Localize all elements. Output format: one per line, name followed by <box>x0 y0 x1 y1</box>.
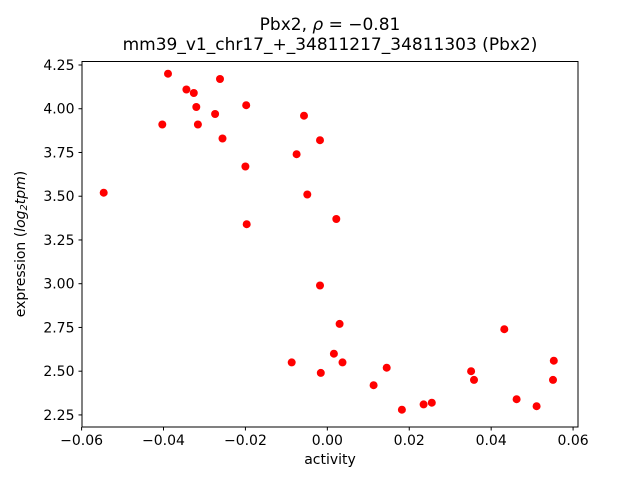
chart-title: Pbx2, ρ = −0.81 <box>260 15 401 35</box>
data-point <box>397 405 406 414</box>
data-point <box>218 134 227 143</box>
x-tick-label: 0.04 <box>476 433 507 449</box>
data-point <box>164 69 172 78</box>
data-point <box>427 398 436 407</box>
data-point <box>335 319 344 328</box>
data-point <box>512 395 521 404</box>
data-point <box>329 349 338 358</box>
data-point <box>467 367 476 376</box>
data-point <box>532 402 541 411</box>
data-point <box>332 215 341 223</box>
data-point <box>287 358 296 367</box>
data-point <box>419 400 428 409</box>
y-axis: 2.25 2.50 2.75 3.00 3.25 3.50 3.75 4.00 4.25 <box>43 58 82 424</box>
scatter-points <box>99 69 558 414</box>
y-tick-label: 4.25 <box>43 58 74 74</box>
data-point <box>193 120 202 129</box>
data-point <box>338 358 347 367</box>
x-tick-label: 0.00 <box>312 433 343 449</box>
x-axis: −0.06 −0.04 −0.02 0.00 0.02 0.04 0.06 <box>60 427 589 449</box>
data-point <box>241 162 250 171</box>
data-point <box>500 325 509 334</box>
x-tick-label: 0.02 <box>394 433 425 449</box>
data-point <box>242 220 251 229</box>
data-point <box>99 188 108 197</box>
data-point <box>316 136 324 145</box>
x-tick-label: −0.02 <box>224 433 267 449</box>
chart-subtitle: mm39_v1_chr17_+_34811217_34811303 (Pbx2) <box>123 35 538 55</box>
data-point <box>316 281 324 290</box>
data-point <box>216 75 224 83</box>
data-point <box>189 89 198 97</box>
data-point <box>300 111 308 120</box>
data-point <box>303 190 312 199</box>
y-tick-label: 2.50 <box>43 364 74 380</box>
y-tick-label: 2.25 <box>43 408 74 424</box>
data-point <box>470 375 478 384</box>
data-point <box>549 356 558 365</box>
data-point <box>242 101 251 110</box>
x-tick-label: −0.04 <box>142 433 185 449</box>
data-point <box>382 363 391 372</box>
x-tick-label: −0.06 <box>60 433 103 449</box>
y-tick-label: 3.75 <box>43 145 74 161</box>
data-point <box>316 368 325 377</box>
plot-area-border <box>81 61 579 428</box>
x-tick-label: 0.06 <box>557 433 588 449</box>
data-point <box>211 110 220 118</box>
data-point <box>158 120 167 129</box>
y-tick-label: 4.00 <box>43 102 74 118</box>
data-point <box>292 150 301 159</box>
y-tick-label: 3.25 <box>43 233 74 249</box>
y-axis-label: expression (log2tpm) <box>13 171 30 318</box>
data-point <box>549 375 557 384</box>
data-point <box>192 103 201 111</box>
y-tick-label: 3.50 <box>43 189 74 205</box>
y-tick-label: 3.00 <box>43 277 74 293</box>
data-point <box>369 381 378 390</box>
data-point <box>182 85 191 94</box>
x-axis-label: activity <box>304 452 356 468</box>
y-tick-label: 2.75 <box>43 320 74 336</box>
